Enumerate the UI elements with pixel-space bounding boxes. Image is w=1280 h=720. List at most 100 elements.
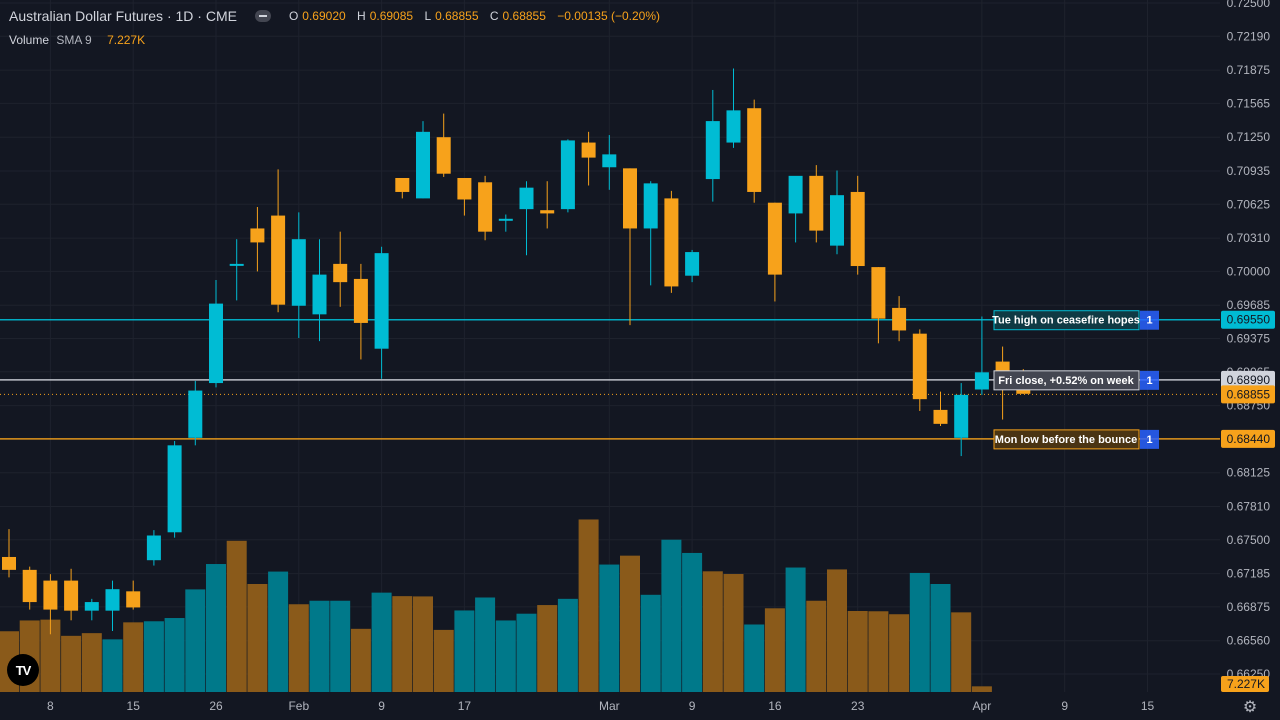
y-tick-label: 0.70310 — [1227, 231, 1271, 245]
candle-body — [126, 591, 141, 608]
volume-bar — [495, 620, 516, 692]
level-count: 1 — [1146, 434, 1152, 446]
volume-bar — [247, 584, 268, 692]
candle-body — [312, 274, 327, 315]
volume-bar — [868, 611, 889, 692]
level-count: 1 — [1146, 375, 1152, 387]
level-price-tag — [1221, 310, 1275, 329]
candle-body — [871, 267, 886, 319]
volume-tag-text: 7.227K — [1227, 677, 1265, 691]
candle-body — [498, 218, 513, 221]
volume-tag — [1221, 676, 1269, 692]
volume-bar — [123, 622, 144, 692]
candle-body — [685, 252, 700, 276]
volume-bar — [81, 633, 102, 692]
candle-body — [540, 210, 555, 214]
level-label: Tue high on ceasefire hopes — [992, 315, 1140, 327]
x-tick-label: 16 — [768, 699, 782, 713]
x-tick-label: 15 — [127, 699, 141, 713]
collapse-legend-icon[interactable] — [254, 10, 271, 22]
candle-body — [602, 154, 617, 168]
candle-body — [726, 110, 741, 143]
level-label: Fri close, +0.52% on week — [998, 375, 1134, 387]
volume-bar — [806, 600, 827, 692]
volume-bar — [620, 555, 640, 692]
volume-bar — [392, 596, 413, 692]
x-tick-label: Apr — [973, 699, 992, 713]
close-value: 0.68855 — [502, 9, 546, 23]
volume-legend: Volume SMA 9 7.227K — [9, 33, 145, 47]
x-tick-label: 17 — [458, 699, 472, 713]
candle-body — [664, 198, 679, 287]
y-tick-label: 0.71250 — [1227, 130, 1271, 144]
candle-body — [974, 372, 989, 390]
candle-body — [933, 409, 948, 424]
candle-body — [519, 187, 534, 210]
candle-body — [705, 121, 720, 180]
volume-bar — [723, 574, 744, 692]
level-price-tag — [1221, 429, 1275, 448]
volume-bar — [909, 572, 930, 692]
candle-body — [954, 394, 969, 438]
x-tick-label: 26 — [209, 699, 223, 713]
y-tick-label: 0.71565 — [1227, 96, 1271, 110]
candle-body — [581, 142, 596, 158]
candle-body — [374, 253, 389, 349]
candle-body — [146, 535, 161, 561]
y-tick-label: 0.66875 — [1227, 600, 1271, 614]
low-label: L — [424, 9, 432, 23]
open-label: O — [288, 9, 299, 23]
volume-bar — [475, 597, 496, 692]
volume-bar — [206, 564, 226, 692]
candle-body — [43, 580, 58, 610]
y-tick-label: 0.67810 — [1227, 500, 1271, 514]
volume-bar — [61, 635, 82, 692]
candle-body — [643, 183, 658, 229]
level-count: 1 — [1146, 315, 1152, 327]
candle-body — [84, 602, 99, 611]
volume-bar — [599, 564, 620, 692]
x-tick-label: Feb — [288, 699, 309, 713]
volume-bar — [330, 600, 351, 692]
level-label-box — [993, 429, 1140, 450]
level-label-box — [993, 310, 1140, 331]
candle-body — [333, 263, 348, 283]
candle-body — [2, 556, 16, 570]
x-tick-label: 9 — [1061, 699, 1068, 713]
volume-bar — [827, 569, 847, 692]
time-axis — [0, 692, 1280, 720]
last-price-tag — [1221, 385, 1275, 404]
candle-body — [747, 108, 762, 192]
x-tick-label: Mar — [599, 699, 620, 713]
change-value: −0.00135 (−0.20%) — [557, 9, 661, 23]
volume-bar — [433, 629, 454, 692]
candle-body — [478, 182, 493, 232]
symbol-title[interactable]: Australian Dollar Futures · 1D · CME — [9, 8, 237, 24]
volume-bar — [40, 619, 61, 692]
level-count-box — [1140, 310, 1159, 330]
x-tick-label: 15 — [1141, 699, 1155, 713]
last-price-text: 0.68855 — [1227, 387, 1271, 401]
price-axis — [1220, 0, 1280, 692]
ohlc-readout: O 0.69020 H 0.69085 L 0.68855 C 0.68855 −0.0… — [289, 9, 664, 23]
volume-bar — [951, 612, 972, 692]
candle-body — [850, 191, 865, 267]
chart-header: Australian Dollar Futures · 1D · CME O 0.… — [9, 8, 664, 24]
x-tick-label: 23 — [851, 699, 865, 713]
tradingview-logo[interactable]: TV — [7, 654, 39, 686]
volume-label[interactable]: Volume — [9, 33, 50, 47]
y-tick-label: 0.69685 — [1227, 298, 1271, 312]
volume-bar — [185, 589, 206, 692]
x-tick-label: 9 — [378, 699, 385, 713]
volume-value: 7.227K — [107, 33, 146, 47]
candle-body — [167, 445, 182, 533]
candle-body — [250, 228, 265, 243]
level-label-box — [993, 370, 1140, 391]
volume-bar — [102, 639, 123, 692]
candle-body — [291, 239, 306, 306]
candle-body — [209, 303, 223, 384]
volume-sma-label: SMA 9 — [56, 33, 92, 47]
candle-body — [830, 195, 844, 246]
gear-icon[interactable]: ⚙ — [1242, 699, 1258, 716]
